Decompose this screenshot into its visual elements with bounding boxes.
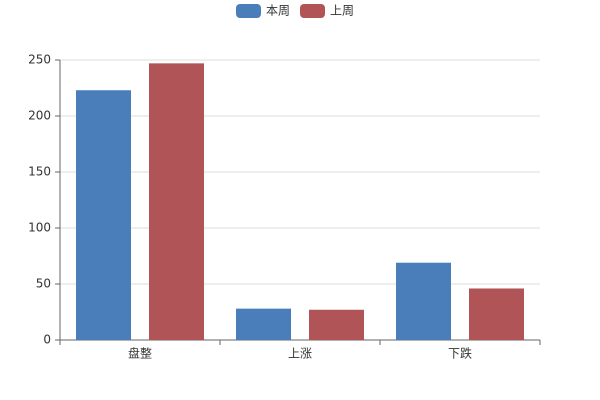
bar <box>236 308 291 340</box>
bar <box>76 90 131 341</box>
bar <box>396 262 451 340</box>
y-tick-label: 50 <box>36 277 51 291</box>
legend-swatch[interactable] <box>300 4 325 18</box>
y-tick-label: 100 <box>28 221 51 235</box>
legend-swatch[interactable] <box>236 4 261 18</box>
bar <box>309 309 364 340</box>
legend-label[interactable]: 上周 <box>330 4 354 18</box>
x-tick-label: 盘整 <box>128 346 152 361</box>
y-tick-label: 200 <box>28 109 51 123</box>
bar <box>469 288 524 340</box>
y-tick-label: 150 <box>28 165 51 179</box>
y-tick-label: 0 <box>43 333 51 347</box>
y-tick-label: 250 <box>28 53 51 67</box>
bar <box>149 63 204 341</box>
x-tick-label: 上涨 <box>288 346 312 361</box>
x-tick-label: 下跌 <box>448 346 472 361</box>
legend-label[interactable]: 本周 <box>266 4 290 18</box>
